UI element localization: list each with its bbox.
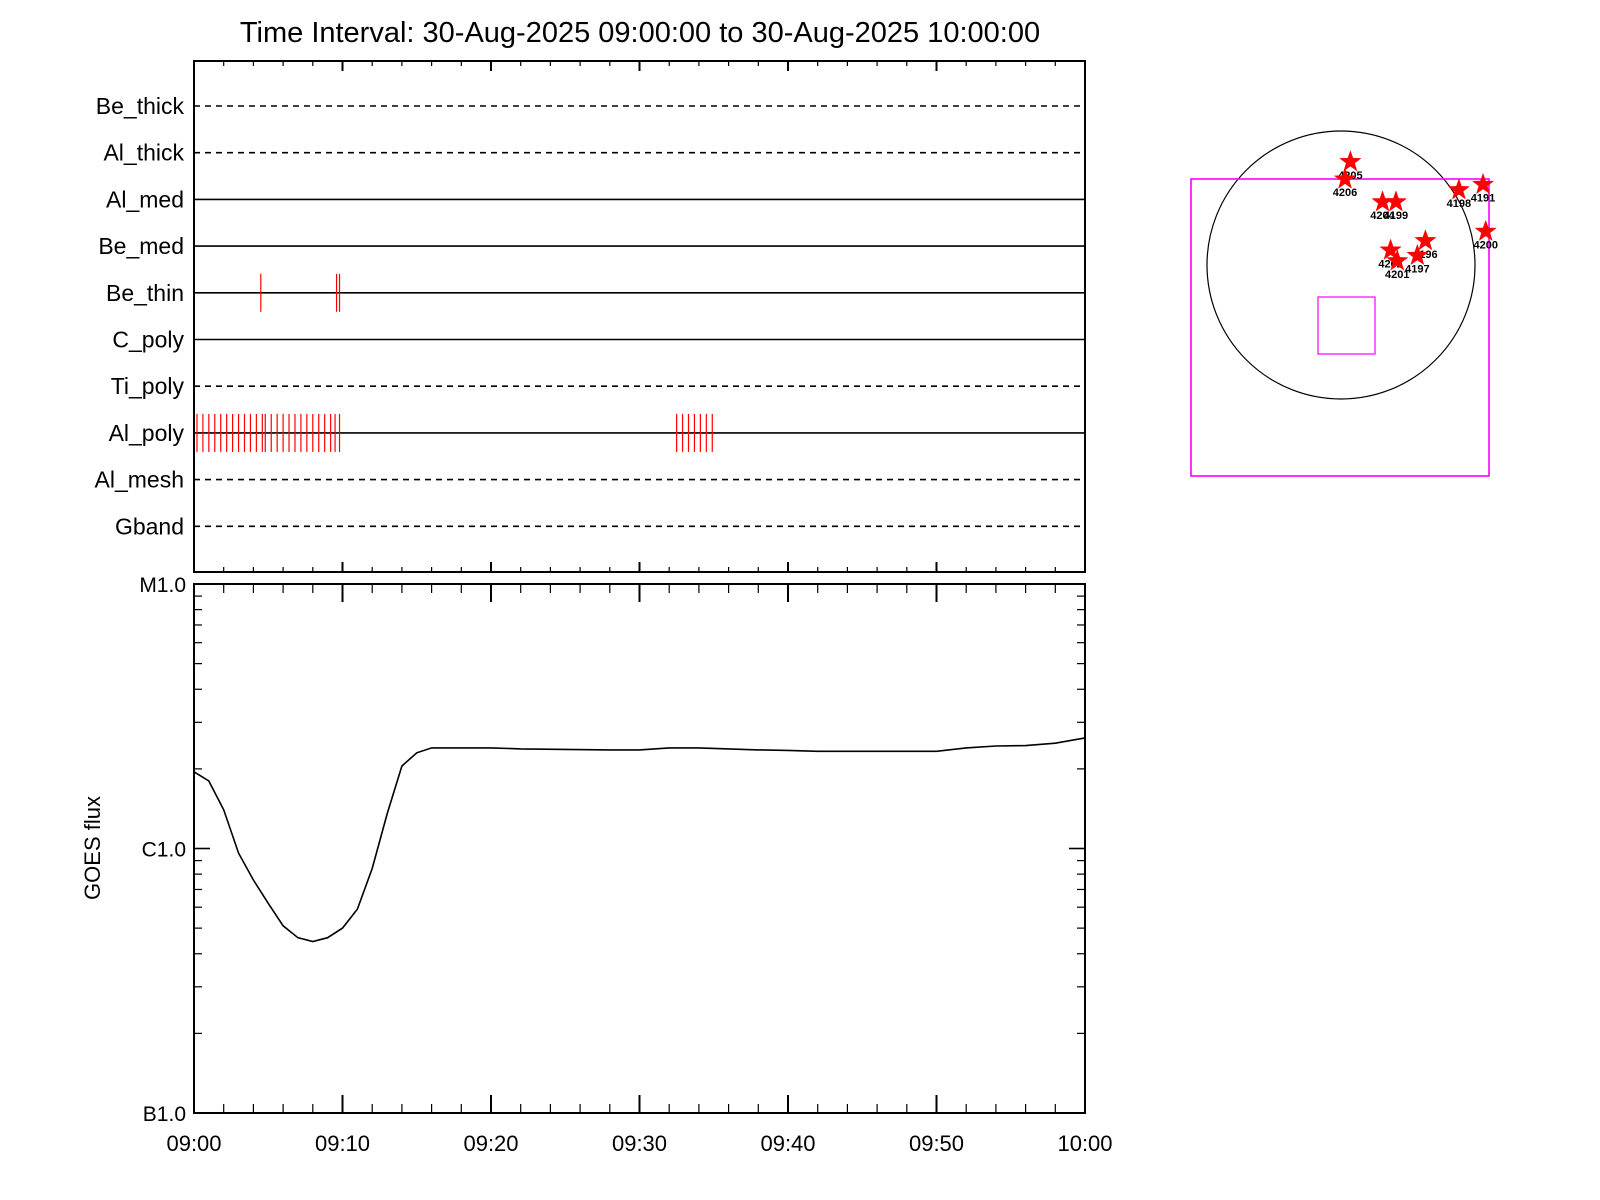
filter-row-label: Be_thin [106,280,184,306]
target-box [1317,296,1376,355]
goes-x-tick-label: 09:20 [463,1131,518,1156]
goes-x-tick-label: 09:10 [315,1131,370,1156]
active-region-label: 4204 [1370,210,1395,222]
goes-x-tick-label: 09:50 [909,1131,964,1156]
filter-row-label: Al_med [106,186,184,212]
goes-y-tick-label: B1.0 [143,1103,186,1126]
filter-row-label: Be_thick [96,93,185,119]
active-region-star [1474,219,1497,242]
goes-flux-panel: B1.0 C1.0 M1.0 09:00 09:10 09:20 09:30 09:40 09:… [139,574,1112,1156]
active-region-star [1384,190,1408,212]
active-region-star [1339,150,1362,172]
active-region-label: 4200 [1473,240,1497,252]
active-region-star [1447,178,1471,200]
filter-row-label: Ti_poly [111,373,185,399]
field-of-view-box [1190,178,1490,477]
goes-x-tick-label: 09:30 [612,1131,667,1156]
active-region-label: 4199 [1384,210,1408,222]
active-region-star [1333,167,1357,189]
filter-row-label: Gband [115,513,184,539]
chart-title: Time Interval: 30-Aug-2025 09:00:00 to 3… [240,17,1040,49]
filter-row-label: Al_thick [103,140,184,166]
goes-y-axis-label: GOES flux [80,796,105,900]
active-region-star [1379,238,1402,260]
goes-x-tick-label: 09:00 [166,1131,221,1156]
solar-disk [1206,130,1476,400]
goes-y-tick-label: M1.0 [139,574,186,597]
filter-row-label: Al_mesh [95,467,184,493]
active-region-star [1471,172,1495,195]
goes-flux-series-line [193,737,1086,943]
active-region-star [1406,243,1429,266]
filter-row-label: Be_med [98,233,184,259]
filter-timeline-panel: Be_thick Al_thick Al_med Be_med Be_thin C_pol… [95,60,1086,573]
active-region-label: 4191 [1471,193,1495,205]
goes-x-tick-label: 10:00 [1057,1131,1112,1156]
active-region-label: 4197 [1405,264,1429,276]
active-region-label: 4198 [1447,198,1471,210]
goes-frame [193,583,1086,1114]
goes-y-tick-label: C1.0 [142,839,186,862]
active-region-star [1414,229,1437,251]
active-region-label: 4201 [1385,269,1409,281]
active-region-label: 4206 [1333,187,1357,199]
filter-row-label: Al_poly [109,420,185,446]
active-region-map-panel: 4205420642044199419841914200419642024201… [1190,130,1498,477]
goes-x-tick-label: 09:40 [760,1131,815,1156]
timeline-frame [193,60,1086,573]
filter-row-label: C_poly [112,327,184,353]
active-region-star [1386,249,1409,271]
